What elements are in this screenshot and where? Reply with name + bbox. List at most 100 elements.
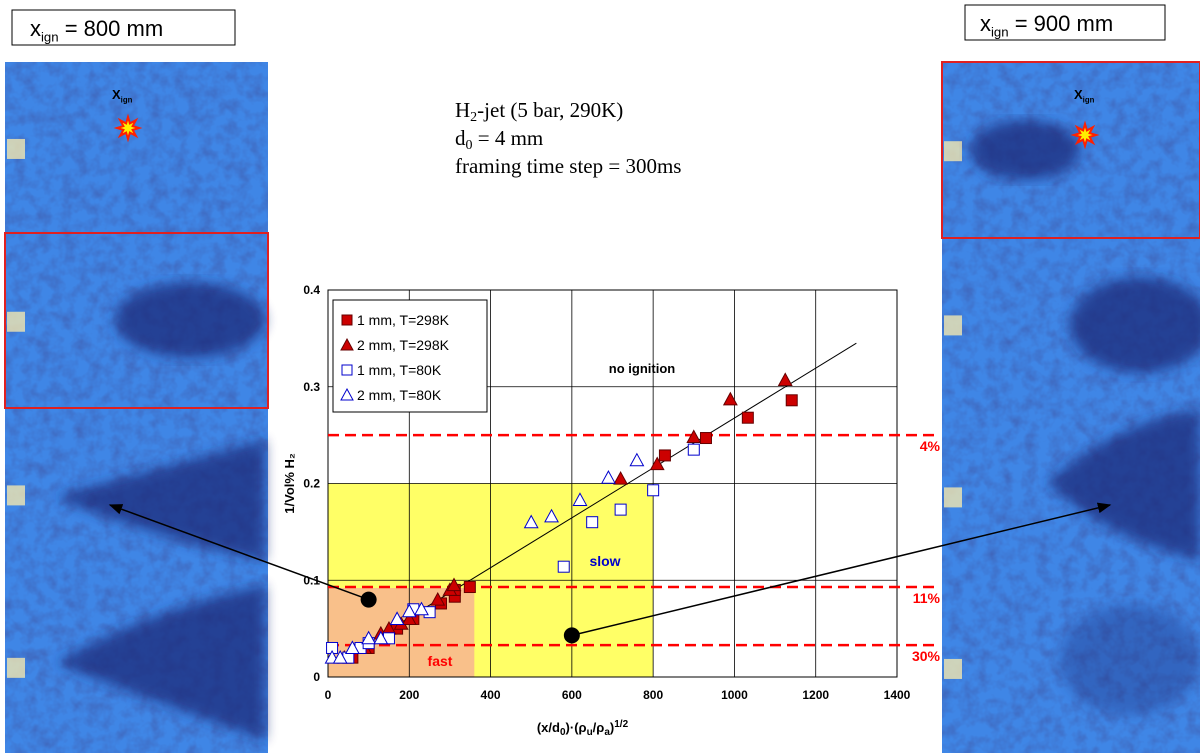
threshold-label: 30%	[912, 648, 941, 664]
flame-cloud	[60, 440, 265, 560]
panel-title-rest: = 800 mm	[59, 16, 164, 41]
flame-cloud	[1060, 605, 1200, 715]
annotation-line: d0 = 4 mm	[455, 126, 543, 153]
data-point	[658, 449, 671, 462]
annotation-part: H	[455, 98, 470, 122]
image-bright-spot	[7, 657, 25, 678]
image-bright-spot	[7, 311, 25, 332]
panel-title: xign = 900 mm	[980, 11, 1113, 40]
image-label-sub: ign	[1083, 95, 1095, 104]
label-box	[11, 9, 236, 46]
flame-cloud	[115, 282, 265, 358]
data-point	[600, 470, 616, 484]
y-tick-label: 0.4	[303, 283, 320, 297]
image-bright-spot	[7, 485, 25, 506]
label-box	[964, 4, 1166, 41]
image-bright-spot	[7, 138, 25, 159]
x-tick-label: 1000	[721, 688, 748, 702]
image-label-base: X	[112, 87, 121, 102]
data-point	[446, 577, 462, 592]
annotation-part: -jet (5 bar, 290K)	[477, 98, 623, 122]
image-label: Xign	[112, 87, 133, 104]
x-tick-label: 1400	[884, 688, 911, 702]
data-point	[463, 581, 476, 594]
x-tick-label: 600	[562, 688, 582, 702]
legend-marker	[340, 387, 354, 401]
x-axis-label-part: (x/d	[537, 720, 560, 735]
region-label: fast	[428, 653, 453, 669]
data-point	[389, 611, 405, 625]
y-axis-label: 1/Vol% H₂	[282, 453, 297, 514]
highlight-point	[360, 591, 377, 608]
x-axis-label-part: )	[610, 720, 614, 735]
image-label-sub: ign	[121, 95, 133, 104]
x-axis-label: (x/d0)·(ρu/ρa)1/2	[537, 719, 629, 738]
legend-marker	[340, 337, 354, 351]
panel-title-base: x	[980, 11, 991, 36]
threshold-label: 11%	[913, 590, 941, 606]
annotation-line: framing time step = 300ms	[455, 154, 681, 178]
panel-title-base: x	[30, 16, 41, 41]
data-point	[361, 630, 377, 645]
threshold-label: 4%	[920, 438, 941, 454]
data-point	[785, 394, 798, 407]
arrow	[571, 502, 1112, 637]
data-point	[649, 456, 665, 471]
region-label-bg	[583, 551, 627, 571]
data-point	[557, 560, 570, 573]
data-point	[614, 503, 627, 516]
region-label-bg	[418, 651, 462, 671]
data-point	[401, 603, 417, 618]
legend-marker	[341, 314, 353, 326]
x-axis-label-part: 1/2	[614, 719, 628, 730]
data-point	[430, 591, 446, 606]
legend-label: 2 mm, T=80K	[357, 387, 442, 403]
x-axis-label-part: u	[587, 727, 593, 738]
image-texture	[5, 62, 268, 233]
data-point	[647, 484, 660, 497]
arrow	[108, 504, 369, 601]
panel-title-rest: = 900 mm	[1009, 11, 1114, 36]
data-point	[401, 611, 417, 625]
panel-title-sub: ign	[41, 30, 59, 45]
legend-label: 2 mm, T=298K	[357, 337, 450, 353]
data-point	[332, 650, 348, 664]
panel-highlight	[4, 232, 269, 409]
image-panels: Xign Xign	[4, 61, 1200, 753]
flame-cloud	[1050, 410, 1200, 560]
x-tick-label: 1200	[802, 688, 829, 702]
x-axis-label-part: /ρ	[593, 720, 605, 735]
legend-label: 1 mm, T=298K	[357, 312, 450, 328]
data-point	[722, 391, 738, 406]
data-point	[586, 516, 599, 529]
y-tick-label: 0.2	[303, 477, 320, 491]
annotation-line: H2-jet (5 bar, 290K)	[455, 98, 623, 125]
data-point	[613, 471, 629, 485]
x-tick-label: 800	[643, 688, 663, 702]
x-tick-label: 400	[481, 688, 501, 702]
data-point	[687, 443, 700, 456]
ignition-star	[1070, 120, 1100, 150]
zone-label: no ignition	[609, 361, 675, 376]
data-point	[741, 411, 754, 424]
plot-border	[327, 289, 898, 678]
x-tick-label: 0	[325, 688, 332, 702]
data-point	[629, 452, 645, 467]
y-tick-label: 0	[313, 670, 320, 684]
data-point	[572, 492, 588, 506]
x-tick-label: 200	[399, 688, 419, 702]
panel-title: xign = 800 mm	[30, 16, 163, 45]
image-bright-spot	[944, 487, 962, 508]
image-label-base: X	[1074, 87, 1083, 102]
flame-cloud	[1070, 277, 1200, 373]
region-label: slow	[589, 553, 620, 569]
annotation-part: = 4 mm	[473, 126, 544, 150]
x-axis-label-part: 0	[560, 727, 566, 738]
panel-title-sub: ign	[991, 25, 1009, 40]
data-point	[686, 429, 702, 444]
image-label: Xign	[1074, 87, 1095, 104]
ignition-star	[113, 113, 143, 143]
flame-cloud	[970, 120, 1080, 180]
